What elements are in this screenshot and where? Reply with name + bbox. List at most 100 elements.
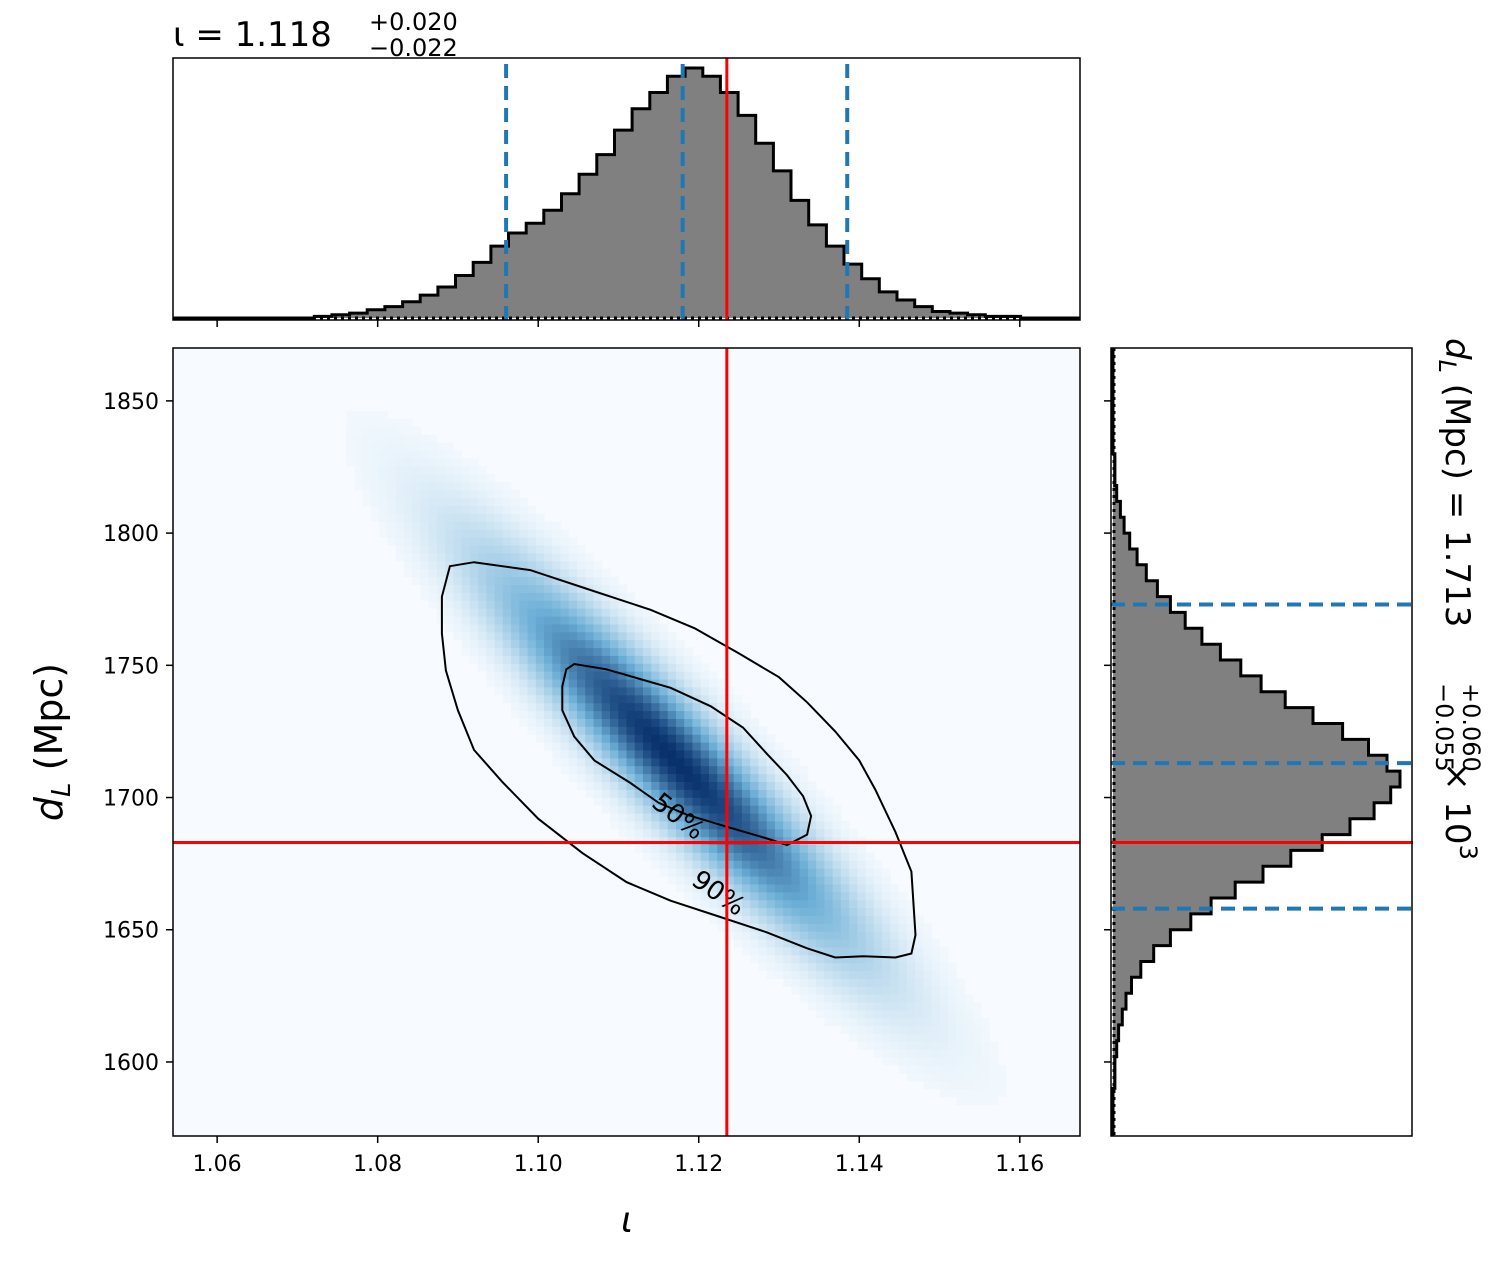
density-cell [577, 552, 586, 562]
density-cell [527, 655, 537, 664]
density-cell [519, 537, 529, 546]
density-cell [733, 694, 743, 704]
density-cell [535, 726, 545, 735]
density-cell [346, 458, 355, 467]
density-cell [362, 481, 372, 491]
density-cell [708, 805, 718, 814]
density-cell [906, 899, 916, 909]
density-cell [362, 426, 372, 436]
density-cell [634, 631, 644, 641]
density-cell [527, 592, 537, 601]
density-cell [750, 812, 760, 822]
density-cell [898, 1002, 908, 1011]
density-cell [766, 765, 776, 775]
density-cell [593, 765, 603, 775]
density-cell [346, 442, 355, 452]
density-cell [783, 797, 793, 806]
density-cell [659, 702, 669, 712]
density-cell [906, 1065, 916, 1074]
density-cell [939, 1017, 949, 1027]
density-cell [511, 694, 520, 704]
density-cell [898, 970, 908, 979]
density-cell [832, 939, 842, 948]
density-cell [708, 852, 718, 861]
density-cell [964, 1017, 974, 1027]
density-cell [552, 639, 562, 649]
density-cell [898, 939, 908, 948]
density-cell [568, 702, 578, 712]
density-cell [511, 576, 520, 585]
density-cell [816, 891, 825, 901]
density-cell [568, 694, 578, 704]
density-cell [511, 647, 520, 656]
density-cell [708, 781, 718, 790]
density-cell [610, 781, 619, 790]
density-cell [478, 474, 487, 483]
density-cell [420, 513, 430, 522]
density-cell [511, 513, 520, 522]
density-cell [700, 749, 710, 759]
density-cell [544, 584, 553, 593]
density-cell [486, 639, 496, 649]
density-cell [675, 694, 685, 704]
density-cell [832, 994, 842, 1003]
density-cell [552, 600, 562, 609]
density-cell [906, 986, 916, 995]
density-cell [461, 481, 471, 491]
density-cell [502, 505, 512, 515]
density-cell [412, 537, 421, 546]
density-cell [346, 418, 355, 428]
density-cell [568, 560, 578, 570]
density-cell [667, 718, 677, 727]
density-cell [939, 1057, 949, 1066]
density-cell [717, 749, 727, 759]
density-cell [552, 537, 562, 546]
density-cell [577, 655, 586, 664]
density-cell [692, 868, 702, 877]
density-cell [544, 537, 553, 546]
density-cell [972, 1033, 982, 1043]
density-cell [684, 883, 694, 893]
density-cell [675, 765, 685, 775]
density-cell [577, 663, 586, 672]
density-cell [733, 883, 743, 893]
density-cell [511, 623, 520, 633]
density-cell [568, 552, 578, 562]
density-cell [552, 710, 562, 719]
density-cell [741, 734, 751, 743]
density-cell [544, 686, 553, 696]
density-cell [560, 592, 570, 601]
density-cell [964, 1072, 974, 1082]
density-cell [527, 686, 537, 696]
density-cell [741, 860, 751, 869]
density-cell [824, 915, 834, 924]
density-cell [387, 505, 397, 515]
density-cell [601, 702, 611, 712]
density-cell [667, 742, 677, 751]
density-cell [634, 789, 644, 798]
density-cell [684, 805, 694, 814]
density-cell [610, 655, 619, 664]
density-cell [527, 560, 537, 570]
density-cell [395, 545, 405, 554]
density-cell [915, 1002, 924, 1011]
density-cell [552, 726, 562, 735]
density-cell [577, 765, 586, 775]
density-cell [469, 615, 479, 625]
density-cell [618, 608, 628, 617]
density-cell [436, 466, 446, 475]
density-cell [577, 608, 586, 617]
density-cell [799, 852, 809, 861]
density-cell [807, 860, 817, 869]
density-cell [684, 812, 694, 822]
density-cell [774, 852, 784, 861]
top-histogram-x-ticks [216, 320, 1021, 327]
density-cell [461, 608, 471, 617]
density-cell [923, 1072, 933, 1082]
density-cell [684, 875, 694, 885]
density-cell [799, 868, 809, 877]
density-cell [461, 592, 471, 601]
density-cell [865, 946, 875, 956]
density-cell [774, 757, 784, 767]
